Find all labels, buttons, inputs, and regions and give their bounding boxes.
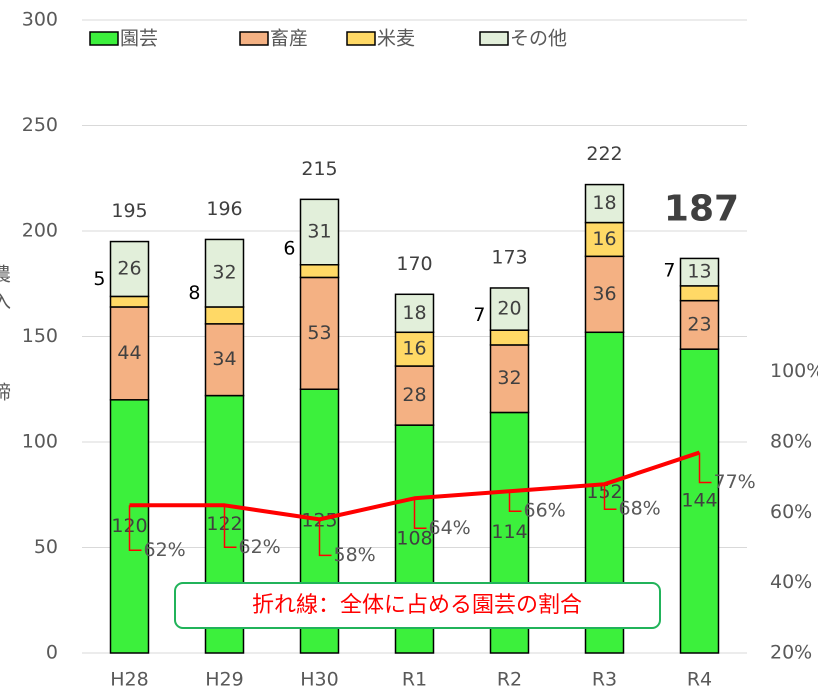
legend-label: 園芸 xyxy=(120,28,158,50)
segment-label: 7 xyxy=(473,304,485,326)
segment-label: 108 xyxy=(396,528,432,550)
segment-label: 144 xyxy=(681,490,717,512)
bar-segment xyxy=(109,295,150,308)
bar-segment xyxy=(489,344,530,414)
x-tick-label: R1 xyxy=(402,669,427,691)
segment-label: 28 xyxy=(402,384,426,406)
bar-segment xyxy=(299,276,340,391)
y-axis-label: 農 xyxy=(0,264,11,286)
x-tick-label: H29 xyxy=(205,669,243,691)
line-label: 58% xyxy=(334,544,376,566)
segment-label: 53 xyxy=(307,322,331,344)
segment-label: 26 xyxy=(117,257,141,279)
total-label: 196 xyxy=(206,198,242,220)
y-tick-label: 200 xyxy=(22,220,58,242)
y-axis-label: 入 xyxy=(0,291,11,313)
segment-label: 34 xyxy=(212,348,236,370)
line-label: 66% xyxy=(524,500,566,522)
bar-segment xyxy=(394,365,435,426)
total-label: 195 xyxy=(111,200,147,222)
bar-segment xyxy=(299,264,340,279)
legend-label: 畜産 xyxy=(270,28,308,50)
leader-line xyxy=(698,452,712,484)
bar-segment xyxy=(679,348,720,654)
total-label: 170 xyxy=(396,253,432,275)
segment-label: 32 xyxy=(497,367,521,389)
bar-segment xyxy=(204,306,245,325)
total-label: 173 xyxy=(491,246,527,268)
annotation: 折れ線：全体に占める園芸の割合 xyxy=(252,593,582,618)
line-label: 68% xyxy=(619,498,661,520)
line-label: 62% xyxy=(239,536,281,558)
segment-label: 18 xyxy=(402,302,426,324)
segment-label: 18 xyxy=(592,192,616,214)
bar-segment xyxy=(584,255,625,334)
y2-tick-label: 40% xyxy=(770,571,812,593)
annotation-box xyxy=(174,582,661,629)
x-tick-label: R2 xyxy=(497,669,522,691)
segment-label: 16 xyxy=(592,228,616,250)
segment-label: 5 xyxy=(93,268,105,290)
bar-segment xyxy=(679,257,720,287)
line xyxy=(129,450,701,522)
legend-swatch xyxy=(346,31,376,46)
x-tick-label: R3 xyxy=(592,669,617,691)
y-tick-label: 150 xyxy=(22,325,58,347)
legend-label: その他 xyxy=(510,28,567,50)
y2-tick-label: 80% xyxy=(770,431,812,453)
legend-swatch xyxy=(239,31,269,46)
total-label: 187 xyxy=(664,188,739,229)
segment-label: 32 xyxy=(212,262,236,284)
bar-segment xyxy=(489,287,530,331)
line-label: 64% xyxy=(429,517,471,539)
bar-segment xyxy=(204,323,245,397)
y-tick-label: 0 xyxy=(46,642,58,664)
segment-label: 13 xyxy=(687,261,711,283)
y-axis-label: 締 xyxy=(0,382,11,404)
bar-segment xyxy=(489,329,530,346)
leader-line xyxy=(128,505,142,552)
bar-segment xyxy=(584,183,625,224)
bar-segment xyxy=(394,293,435,334)
bar-segment xyxy=(679,285,720,302)
segment-label: 23 xyxy=(687,313,711,335)
legend-swatch xyxy=(89,31,119,46)
y2-tick-label: 60% xyxy=(770,501,812,523)
bar-segment xyxy=(299,198,340,266)
leader-line xyxy=(508,491,522,512)
segment-label: 31 xyxy=(307,221,331,243)
x-tick-label: H28 xyxy=(110,669,148,691)
leader-line xyxy=(223,505,237,549)
y2-tick-label: 20% xyxy=(770,642,812,664)
segment-label: 36 xyxy=(592,283,616,305)
y-tick-label: 100 xyxy=(22,431,58,453)
segment-label: 44 xyxy=(117,342,141,364)
leader-line xyxy=(603,484,617,510)
segment-label: 7 xyxy=(663,260,675,282)
total-label: 215 xyxy=(301,158,337,180)
line-label: 77% xyxy=(714,471,756,493)
segment-label: 20 xyxy=(497,298,521,320)
segment-label: 114 xyxy=(491,521,527,543)
bar-segment xyxy=(204,238,245,308)
segment-label: 6 xyxy=(283,238,295,260)
leader-line xyxy=(318,519,332,557)
legend-swatch xyxy=(479,31,509,46)
y2-tick-label: 100% xyxy=(770,360,818,382)
y-tick-label: 300 xyxy=(22,9,58,31)
legend-label: 米麦 xyxy=(377,28,415,50)
bar-segment xyxy=(109,240,150,298)
leader-line xyxy=(413,498,427,530)
x-tick-label: R4 xyxy=(687,669,712,691)
y-tick-label: 250 xyxy=(22,114,58,136)
segment-label: 16 xyxy=(402,338,426,360)
y-tick-label: 50 xyxy=(34,536,58,558)
line-label: 62% xyxy=(144,539,186,561)
total-label: 222 xyxy=(586,143,622,165)
x-tick-label: H30 xyxy=(300,669,338,691)
bar-segment xyxy=(109,306,150,401)
bar-segment xyxy=(394,331,435,367)
segment-label: 8 xyxy=(188,282,200,304)
